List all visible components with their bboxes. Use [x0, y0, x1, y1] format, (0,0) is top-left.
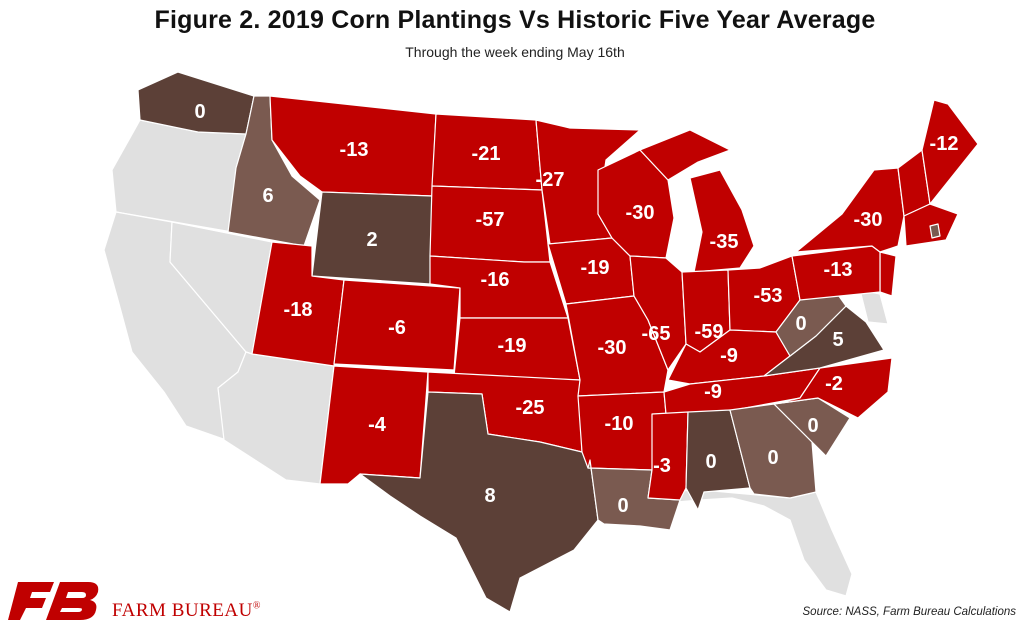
- state-ME: [921, 99, 979, 205]
- state-MA-CT-RI: [903, 203, 959, 247]
- state-label-NY: -30: [854, 209, 883, 231]
- state-RI: [929, 223, 941, 239]
- state-label-OH: -53: [754, 285, 783, 307]
- state-label-NC: -2: [825, 373, 843, 395]
- state-label-KS: -19: [498, 335, 527, 357]
- state-label-ID: 6: [262, 185, 273, 207]
- state-NY: [795, 167, 905, 253]
- state-label-NE: -16: [481, 269, 510, 291]
- state-label-AR: -10: [605, 413, 634, 435]
- state-label-KY: -9: [720, 345, 738, 367]
- state-label-VA: 5: [832, 329, 843, 351]
- state-DE-MD: [859, 289, 889, 325]
- state-label-OK: -25: [516, 397, 545, 419]
- state-NJ: [879, 251, 897, 297]
- state-label-WY: 2: [366, 229, 377, 251]
- state-label-MO: -30: [598, 337, 627, 359]
- state-label-ND: -21: [472, 143, 501, 165]
- state-label-IL: -65: [642, 323, 671, 345]
- map-subtitle: Through the week ending May 16th: [405, 44, 625, 60]
- state-value-labels: 06-132-21-57-27-30-35-16-19-18-6-19 -30-6…: [194, 101, 958, 517]
- state-label-TN: -9: [704, 381, 722, 403]
- state-label-ME: -12: [930, 133, 959, 155]
- farm-bureau-logo: [8, 582, 99, 620]
- state-IL: [629, 255, 687, 371]
- state-label-UT: -18: [284, 299, 313, 321]
- registered-mark: ®: [252, 600, 261, 612]
- state-label-IN: -59: [695, 321, 724, 343]
- state-label-MT: -13: [340, 139, 369, 161]
- state-label-TX: 8: [484, 485, 495, 507]
- state-label-GA: 0: [767, 447, 778, 469]
- state-label-IA: -19: [581, 257, 610, 279]
- state-label-AL: 0: [705, 451, 716, 473]
- state-label-MN: -27: [536, 169, 565, 191]
- state-MI: [639, 129, 731, 181]
- state-NC: [773, 357, 893, 419]
- state-label-MI: -35: [710, 231, 739, 253]
- state-label-SC: 0: [807, 415, 818, 437]
- state-CO: [333, 279, 461, 371]
- state-label-MS: -3: [653, 455, 671, 477]
- state-PA: [791, 245, 881, 301]
- state-label-WI: -30: [626, 202, 655, 224]
- state-label-WV: 0: [795, 313, 806, 335]
- logo-text: FARM BUREAU: [112, 600, 253, 621]
- source-note: Source: NASS, Farm Bureau Calculations: [802, 606, 1016, 618]
- state-label-WA: 0: [194, 101, 205, 123]
- map-title: Figure 2. 2019 Corn Plantings Vs Histori…: [154, 6, 876, 34]
- state-label-SD: -57: [476, 209, 505, 231]
- state-MI-lower: [689, 169, 755, 273]
- state-label-PA: -13: [824, 259, 853, 281]
- state-label-CO: -6: [388, 317, 406, 339]
- state-label-NM: -4: [368, 414, 387, 436]
- state-TX: [359, 391, 599, 613]
- farm-bureau-wordmark: FARM BUREAU®: [112, 600, 261, 622]
- state-label-LA: 0: [617, 495, 628, 517]
